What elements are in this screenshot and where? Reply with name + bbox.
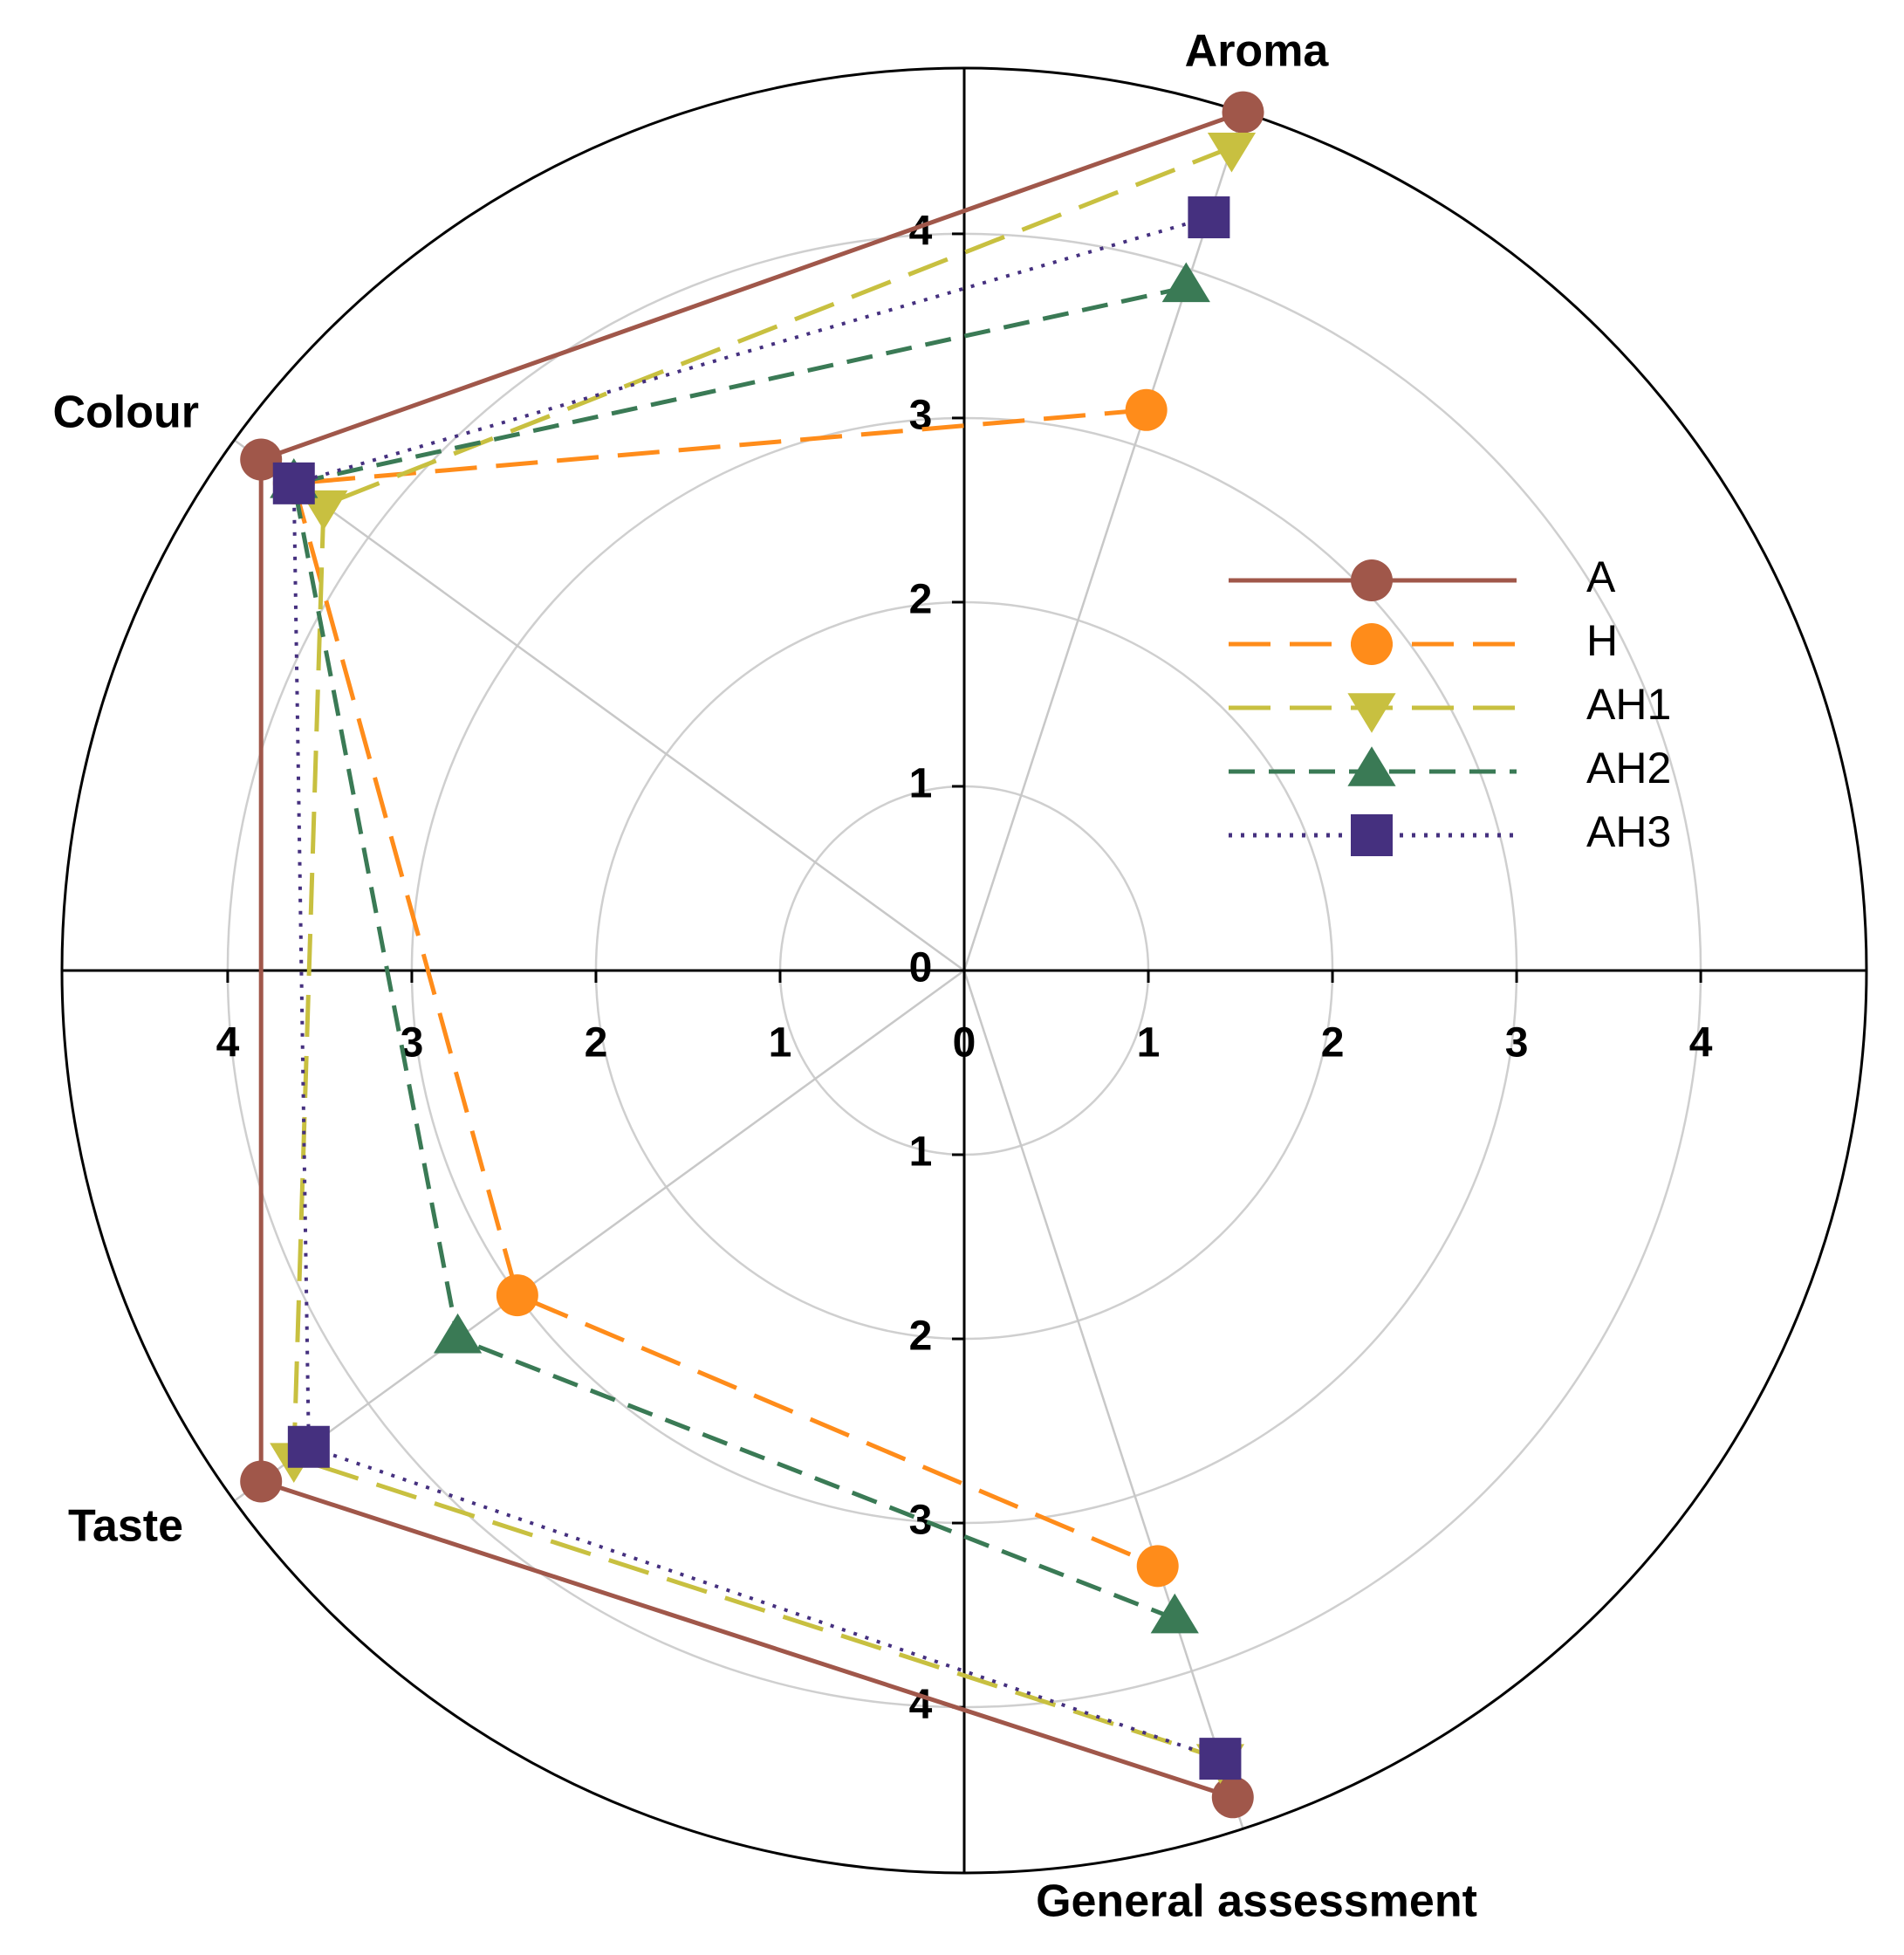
marker xyxy=(1136,1545,1179,1588)
r-tick-label: 1 xyxy=(769,1020,792,1067)
marker xyxy=(1347,746,1396,786)
marker xyxy=(1351,623,1393,665)
category-label: Taste xyxy=(68,1501,183,1552)
series-line xyxy=(291,145,1233,1761)
marker xyxy=(1351,559,1393,601)
r-tick-label: 1 xyxy=(909,761,933,807)
r-tick-label: 0 xyxy=(909,945,933,991)
marker xyxy=(1351,814,1393,856)
legend-label: A xyxy=(1586,552,1616,601)
category-label: Aroma xyxy=(1185,26,1330,77)
r-tick-label: 2 xyxy=(585,1020,608,1067)
series-line xyxy=(291,216,1222,1761)
r-tick-label: 3 xyxy=(909,393,933,439)
r-tick-label: 2 xyxy=(909,1314,933,1360)
legend-label: H xyxy=(1586,616,1618,665)
marker xyxy=(1222,91,1264,134)
marker xyxy=(1161,262,1210,303)
r-tick-label: 1 xyxy=(909,1129,933,1176)
marker xyxy=(433,1313,483,1354)
marker xyxy=(272,462,315,504)
spoke xyxy=(962,112,1244,971)
r-tick-label: 4 xyxy=(216,1020,240,1067)
marker xyxy=(240,1460,283,1503)
marker xyxy=(496,1274,538,1317)
marker xyxy=(240,438,283,481)
marker xyxy=(1125,388,1168,431)
category-label: General assessment xyxy=(1036,1876,1477,1927)
r-tick-label: 2 xyxy=(1321,1020,1345,1067)
r-tick-label: 0 xyxy=(953,1020,976,1067)
marker xyxy=(1211,1776,1254,1819)
r-tick-label: 4 xyxy=(909,209,933,255)
spoke xyxy=(962,970,1244,1829)
legend-label: AH2 xyxy=(1586,744,1671,792)
r-tick-label: 1 xyxy=(1137,1020,1161,1067)
r-tick-label: 4 xyxy=(1689,1020,1713,1067)
marker xyxy=(1199,1738,1242,1780)
category-label: Colour xyxy=(52,388,199,438)
r-tick-label: 2 xyxy=(909,577,933,623)
marker xyxy=(287,1425,330,1468)
spoke xyxy=(233,439,965,972)
legend-label: AH1 xyxy=(1586,680,1671,729)
r-tick-label: 3 xyxy=(1505,1020,1529,1067)
legend-label: AH3 xyxy=(1586,807,1671,856)
marker xyxy=(1150,1593,1199,1634)
r-tick-label: 4 xyxy=(909,1682,933,1728)
spoke xyxy=(233,969,965,1502)
marker xyxy=(1207,132,1257,173)
series-line xyxy=(258,110,1244,1800)
series-line xyxy=(291,285,1187,1621)
series-line xyxy=(291,408,1159,1568)
marker xyxy=(1347,693,1396,733)
marker xyxy=(1188,196,1230,239)
